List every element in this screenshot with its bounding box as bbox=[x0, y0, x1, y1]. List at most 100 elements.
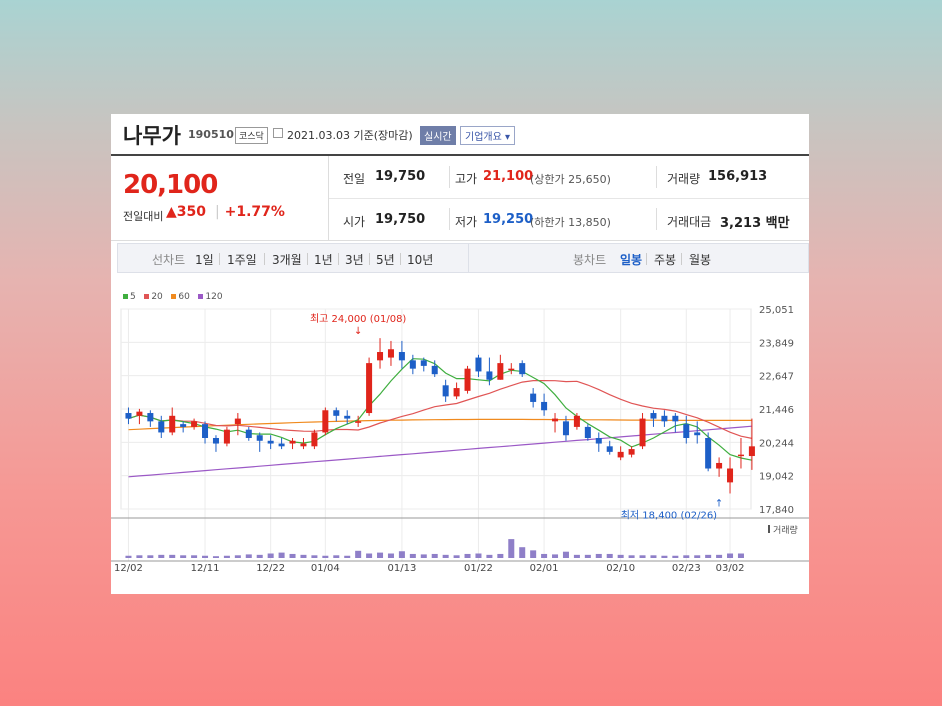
candle-body bbox=[672, 415, 679, 422]
tab-3m[interactable]: 3개월 bbox=[272, 253, 302, 267]
candlestick-chart[interactable]: 25,051 23,849 22,647 21,446 20,244 19,042 17,8… bbox=[111, 284, 809, 584]
legend-item-ma5[interactable]: 5 bbox=[123, 292, 136, 302]
candle-body bbox=[158, 421, 165, 433]
x-tick-label: 02/10 bbox=[606, 563, 635, 574]
volume-bar bbox=[562, 551, 569, 558]
price-summary: 20,100 전일대비 ▲350 | +1.77% 전일 19,750 고가 2… bbox=[111, 156, 809, 241]
tab-10y[interactable]: 10년 bbox=[407, 253, 434, 267]
candle-body bbox=[628, 449, 635, 455]
candle-body bbox=[584, 426, 591, 438]
candle-body bbox=[552, 418, 559, 422]
volume-bar bbox=[267, 553, 274, 558]
divider bbox=[328, 156, 329, 240]
volume-bar bbox=[191, 555, 198, 558]
realtime-button[interactable]: 실시간 bbox=[420, 126, 456, 145]
candle-body bbox=[234, 418, 241, 425]
volume-bar bbox=[595, 553, 602, 558]
volume-bar bbox=[606, 553, 613, 558]
candle-body bbox=[530, 393, 537, 402]
candle-body bbox=[661, 415, 668, 422]
y-tick-label: 21,446 bbox=[759, 405, 794, 416]
current-price: 20,100 bbox=[123, 170, 218, 200]
candle-body bbox=[278, 443, 285, 447]
low-annotation: 최저 18,400 (02/26) bbox=[621, 509, 717, 521]
tab-monthly[interactable]: 월봉 bbox=[689, 253, 712, 267]
x-tick-label: 12/11 bbox=[191, 563, 220, 574]
tab-line-chart[interactable]: 선차트 bbox=[152, 253, 186, 267]
candle-body bbox=[694, 432, 701, 436]
volume-bar bbox=[475, 553, 482, 558]
tab-5y[interactable]: 5년 bbox=[376, 253, 395, 267]
divider bbox=[449, 166, 450, 188]
tab-candle-chart[interactable]: 봉차트 bbox=[573, 253, 607, 267]
x-tick-label: 12/22 bbox=[256, 563, 285, 574]
divider bbox=[449, 208, 450, 230]
tab-separator bbox=[369, 253, 370, 265]
x-tick-label: 02/01 bbox=[530, 563, 559, 574]
tab-group-divider bbox=[468, 244, 469, 272]
volume-bar bbox=[300, 554, 307, 558]
candle-body bbox=[683, 424, 690, 438]
y-tick-label: 23,849 bbox=[759, 338, 794, 349]
ma60-line bbox=[128, 418, 752, 431]
candle-body bbox=[289, 440, 296, 444]
tab-1w[interactable]: 1주일 bbox=[227, 253, 257, 267]
volume-bar bbox=[420, 554, 427, 558]
volume-bar bbox=[180, 555, 187, 558]
volume-bar bbox=[333, 555, 340, 558]
volume-bar bbox=[737, 553, 744, 558]
quote-date: 2021.03.03 기준(장마감) bbox=[287, 127, 413, 143]
volume-bar bbox=[289, 553, 296, 558]
ma120-line bbox=[128, 425, 752, 478]
volume-bar bbox=[694, 555, 701, 558]
legend-label: 5 bbox=[130, 292, 136, 302]
tab-1y[interactable]: 1년 bbox=[314, 253, 333, 267]
legend-label: 120 bbox=[205, 292, 223, 302]
x-tick-label: 01/22 bbox=[464, 563, 493, 574]
legend-item-ma20[interactable]: 20 bbox=[144, 292, 163, 302]
legend-item-ma120[interactable]: 120 bbox=[198, 292, 223, 302]
candle-body bbox=[519, 363, 526, 375]
candle-body bbox=[431, 365, 438, 375]
prev-close-value: 19,750 bbox=[375, 169, 426, 184]
candle-body bbox=[333, 410, 340, 416]
volume-bar bbox=[464, 553, 471, 558]
high-value: 21,100 bbox=[483, 169, 534, 184]
candle-body bbox=[147, 413, 154, 422]
volume-bar bbox=[639, 555, 646, 558]
stock-header: 나무가 190510 코스닥 2021.03.03 기준(장마감) 실시간 기업… bbox=[111, 114, 809, 156]
legend-swatch bbox=[144, 293, 150, 299]
x-tick-label: 03/02 bbox=[716, 563, 745, 574]
change-label: 전일대비 bbox=[123, 210, 164, 223]
volume-bar bbox=[409, 553, 416, 558]
up-arrow-icon: ↑ bbox=[715, 498, 723, 509]
tab-3y[interactable]: 3년 bbox=[345, 253, 364, 267]
volume-bar bbox=[387, 553, 394, 558]
candle-body bbox=[716, 462, 723, 469]
volume-bar bbox=[355, 550, 362, 558]
candle-body bbox=[322, 410, 329, 433]
change-amount: 350 bbox=[176, 204, 207, 220]
y-tick-label: 20,244 bbox=[759, 438, 794, 449]
company-overview-button[interactable]: 기업개요 ▾ bbox=[460, 126, 516, 145]
divider bbox=[656, 166, 657, 188]
candle-body bbox=[453, 388, 460, 397]
legend-swatch bbox=[123, 293, 128, 299]
candle-body bbox=[639, 418, 646, 447]
candle-body bbox=[442, 385, 449, 397]
volume-bar bbox=[716, 554, 723, 558]
legend-item-ma60[interactable]: 60 bbox=[171, 292, 190, 302]
divider bbox=[329, 198, 809, 199]
tab-daily[interactable]: 일봉 bbox=[620, 253, 643, 267]
candle-body bbox=[617, 451, 624, 458]
volume-bar bbox=[169, 554, 176, 558]
volume-bar bbox=[453, 555, 460, 558]
volume-label: 거래량 bbox=[667, 172, 701, 186]
amount-label: 거래대금 bbox=[667, 215, 712, 229]
candle-body bbox=[355, 421, 362, 423]
tab-weekly[interactable]: 주봉 bbox=[654, 253, 677, 267]
tab-separator bbox=[219, 253, 220, 265]
tab-1d[interactable]: 1일 bbox=[195, 253, 214, 267]
volume-bar bbox=[234, 555, 241, 558]
candle-body bbox=[650, 413, 657, 419]
